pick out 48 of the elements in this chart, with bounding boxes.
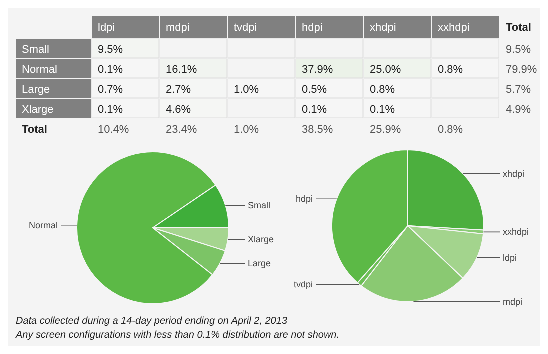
- slice-label: ldpi: [503, 252, 518, 263]
- x-tick-label: xxhdpi: [438, 22, 470, 34]
- data-label: 1.0%: [234, 84, 260, 96]
- x-tick-label: mdpi: [166, 22, 190, 34]
- data-label: 0.1%: [302, 104, 328, 116]
- slice-label: tvdpi: [294, 280, 313, 290]
- slice-label: mdpi: [503, 296, 523, 307]
- data-label: 79.9%: [506, 64, 538, 76]
- y-tick-label: Large: [22, 84, 50, 96]
- slice-label: Large: [248, 258, 272, 269]
- data-label: 37.9%: [302, 64, 334, 76]
- data-label: 0.1%: [98, 104, 124, 116]
- slice-label: hdpi: [296, 194, 313, 204]
- data-label: 0.1%: [370, 104, 396, 116]
- y-tick-label: Xlarge: [22, 104, 54, 116]
- data-label: 4.9%: [506, 104, 532, 116]
- data-label: 2.7%: [166, 84, 192, 96]
- data-label: 1.0%: [234, 124, 260, 136]
- x-tick-label: tvdpi: [234, 22, 258, 34]
- slice-label: xxhdpi: [503, 227, 530, 238]
- data-label: 38.5%: [302, 124, 334, 136]
- text: Data collected during a 14-day period ending on April 2, 2013: [16, 316, 288, 327]
- data-label: 0.5%: [302, 84, 328, 96]
- data-label: 5.7%: [506, 84, 532, 96]
- data-label: 4.6%: [166, 104, 192, 116]
- y-tick-label: Small: [22, 44, 50, 56]
- data-label: 0.8%: [438, 124, 464, 136]
- x-tick-label: Total: [506, 22, 532, 34]
- data-label: 9.5%: [506, 44, 532, 56]
- data-label: 0.8%: [370, 84, 396, 96]
- data-label: 0.7%: [98, 84, 124, 96]
- data-label: 16.1%: [166, 64, 198, 76]
- data-label: 23.4%: [166, 124, 198, 136]
- x-tick-label: hdpi: [302, 22, 323, 34]
- y-tick-label: Total: [22, 124, 48, 136]
- data-label: 25.0%: [370, 64, 402, 76]
- data-label: 9.5%: [98, 44, 124, 56]
- text: Any screen configurations with less than 0.1% distribution are not shown.: [15, 330, 340, 341]
- slice-label: xhdpi: [503, 168, 525, 179]
- data-label: 25.9%: [370, 124, 402, 136]
- slice-label: Xlarge: [248, 234, 274, 245]
- x-tick-label: xhdpi: [370, 22, 396, 34]
- data-label: 10.4%: [98, 124, 130, 136]
- slice-label: Small: [248, 200, 271, 211]
- x-tick-label: ldpi: [98, 22, 116, 34]
- y-tick-label: Normal: [22, 64, 58, 76]
- data-label: 0.8%: [438, 64, 464, 76]
- data-label: 0.1%: [98, 64, 124, 76]
